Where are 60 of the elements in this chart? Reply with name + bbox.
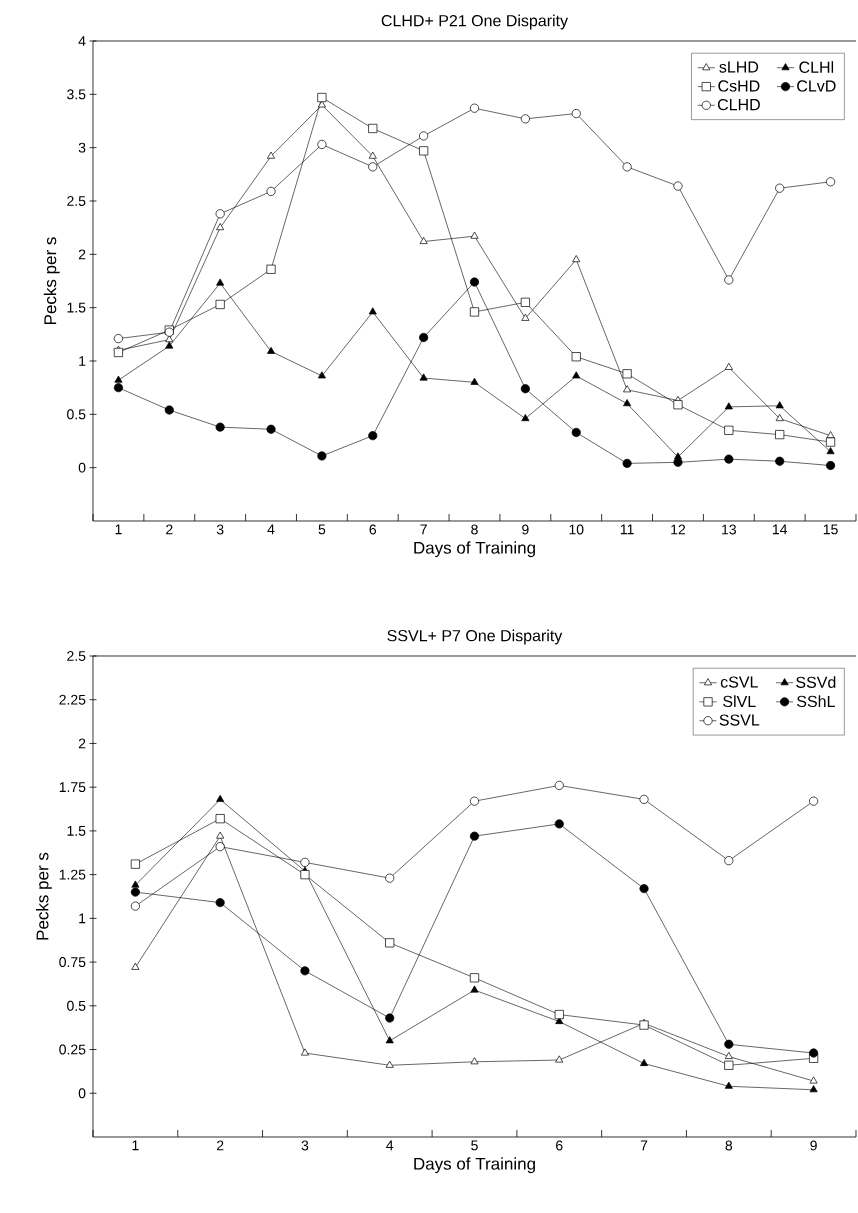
x-tick-label: 5 — [318, 524, 326, 535]
legend-label: sLHD — [719, 61, 759, 73]
chart-title: SSVL+ P7 One Disparity — [387, 629, 563, 645]
x-axis-title: Days of Training — [414, 541, 535, 558]
x-tick-label: 3 — [301, 1140, 309, 1151]
y-tick-label: 0.25 — [59, 1044, 86, 1055]
y-tick-label: 1.75 — [59, 782, 86, 793]
legend-label: SSVL — [719, 714, 760, 726]
x-tick-label: 13 — [722, 524, 736, 535]
x-tick-label: 10 — [569, 524, 584, 535]
x-tick-label: 12 — [671, 524, 686, 535]
chart-title: CLHD+ P21 One Disparity — [381, 14, 569, 30]
x-tick-label: 14 — [772, 524, 788, 535]
y-tick-label: 2.5 — [67, 651, 86, 661]
x-tick-label: 1 — [132, 1140, 139, 1151]
x-tick-label: 9 — [522, 524, 529, 535]
y-axis-title: Pecks per s — [36, 852, 52, 940]
y-axis-title: Pecks per s — [43, 237, 60, 324]
x-tick-label: 4 — [386, 1140, 394, 1151]
x-tick-label: 9 — [810, 1140, 817, 1151]
legend-label: SSVd — [796, 676, 836, 688]
x-tick-label: 7 — [420, 524, 427, 535]
x-tick-label: 6 — [556, 1140, 563, 1151]
legend-label: SShL — [797, 695, 835, 708]
x-tick-label: 2 — [216, 1140, 224, 1151]
y-tick-label: 2.25 — [59, 694, 86, 705]
y-tick-label: 0 — [78, 1088, 86, 1099]
x-tick-label: 3 — [216, 524, 224, 535]
x-tick-label: 5 — [471, 1140, 478, 1151]
x-tick-label: 7 — [640, 1140, 648, 1151]
y-tick-label: 1.25 — [59, 869, 86, 880]
y-tick-label: 0.5 — [67, 409, 86, 420]
y-tick-label: 3 — [78, 142, 86, 153]
y-tick-label: 0 — [78, 462, 86, 473]
y-tick-label: 1.5 — [67, 826, 86, 836]
x-tick-label: 8 — [471, 524, 478, 535]
x-tick-label: 4 — [267, 524, 275, 535]
x-tick-label: 15 — [823, 524, 838, 535]
legend-label: cSVL — [720, 676, 758, 688]
legend-label: CsHD — [718, 80, 760, 92]
y-tick-label: 1 — [79, 356, 86, 366]
legend-label: CLHD — [717, 98, 760, 111]
y-tick-label: 1 — [79, 913, 86, 924]
legend-label: SlVL — [723, 695, 756, 708]
x-axis-title: Days of Training — [414, 1157, 535, 1174]
x-tick-label: 1 — [115, 524, 122, 535]
x-tick-label: 6 — [369, 524, 377, 535]
x-tick-label: 11 — [620, 524, 634, 535]
y-tick-label: 0.5 — [67, 1000, 86, 1011]
y-tick-label: 2.5 — [67, 196, 86, 206]
y-tick-label: 0.75 — [59, 957, 86, 968]
y-tick-label: 2 — [78, 738, 86, 749]
y-tick-label: 4 — [78, 36, 86, 46]
x-tick-label: 8 — [725, 1140, 733, 1151]
y-tick-label: 3.5 — [67, 89, 86, 100]
y-tick-label: 2 — [78, 249, 86, 260]
legend-label: CLHl — [799, 61, 834, 73]
legend-label: CLvD — [797, 80, 836, 92]
y-tick-label: 1.5 — [67, 302, 86, 313]
x-tick-label: 2 — [166, 524, 173, 535]
